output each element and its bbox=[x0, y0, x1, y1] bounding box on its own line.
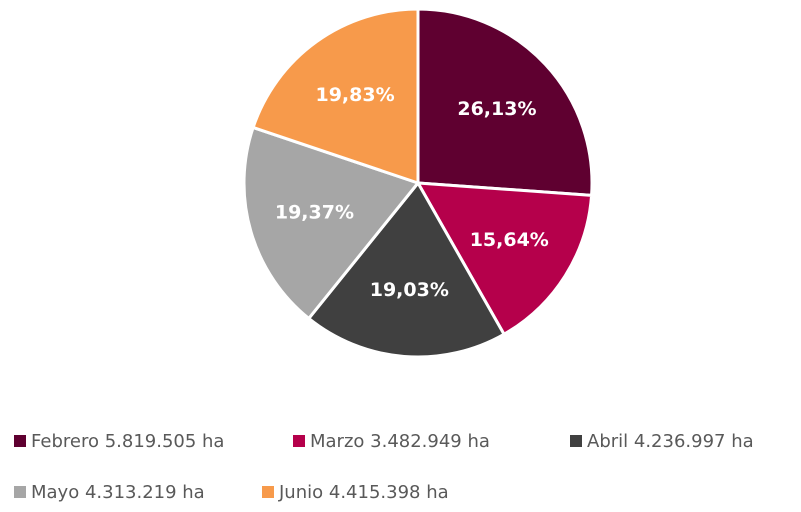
pie-slice bbox=[416, 7, 594, 197]
value-label: 19,37% bbox=[275, 202, 354, 224]
legend-label: Abril 4.236.997 ha bbox=[587, 431, 754, 452]
legend-label: Febrero 5.819.505 ha bbox=[31, 431, 224, 452]
pie-slice bbox=[251, 7, 420, 186]
pie-slice bbox=[306, 180, 507, 359]
value-label: 26,13% bbox=[457, 98, 536, 120]
pie-slice bbox=[415, 181, 594, 337]
legend-swatch bbox=[293, 435, 305, 447]
legend-label: Mayo 4.313.219 ha bbox=[31, 482, 205, 503]
value-label: 19,03% bbox=[370, 279, 449, 301]
value-label: 15,64% bbox=[470, 229, 549, 251]
legend-swatch bbox=[14, 435, 26, 447]
legend-swatch bbox=[570, 435, 582, 447]
legend-label: Junio 4.415.398 ha bbox=[278, 482, 449, 503]
legend-swatch bbox=[14, 486, 26, 498]
legend-label: Marzo 3.482.949 ha bbox=[310, 431, 490, 452]
legend-swatch bbox=[262, 486, 274, 498]
value-label: 19,83% bbox=[315, 84, 394, 106]
pie-slice bbox=[242, 125, 421, 321]
